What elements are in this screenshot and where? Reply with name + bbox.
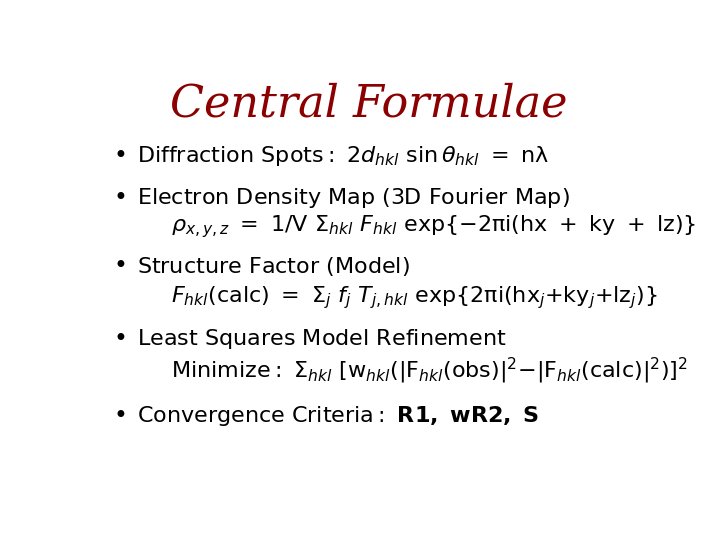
Text: $\mathrm{Structure\ Factor\ (Model)}$: $\mathrm{Structure\ Factor\ (Model)}$ [138,255,410,278]
Text: $\mathrm{Convergence\ Criteria:\ }$$\mathbf{R1,\ wR2,\ S}$: $\mathrm{Convergence\ Criteria:\ }$$\mat… [138,404,539,428]
Text: $\mathrm{Least\ Squares\ Model\ Refinement}$: $\mathrm{Least\ Squares\ Model\ Refineme… [138,327,507,351]
Text: $\mathrm{Electron\ Density\ Map\ (3D\ Fourier\ Map)}$: $\mathrm{Electron\ Density\ Map\ (3D\ Fo… [138,186,570,210]
Text: •: • [114,327,127,351]
Text: $F_{hkl}$$\mathrm{(calc)\ =\ }$$\Sigma_j$$\mathrm{\ }$$f_j$$\mathrm{\ }$$T_{j,hk: $F_{hkl}$$\mathrm{(calc)\ =\ }$$\Sigma_j… [171,284,658,311]
Text: $\mathrm{Diffraction\ Spots:\ }$$2d_{hkl}$$\mathrm{\ }$$\sin\theta_{hkl}$$\mathr: $\mathrm{Diffraction\ Spots:\ }$$2d_{hkl… [138,144,549,168]
Text: •: • [114,404,127,428]
Text: •: • [114,186,127,210]
Text: $\rho_{x,y,z}$$\mathrm{\ =\ 1/V\ }$$\Sigma_{hkl}$$\mathrm{\ }$$F_{hkl}$$\mathrm{: $\rho_{x,y,z}$$\mathrm{\ =\ 1/V\ }$$\Sig… [171,213,696,240]
Text: •: • [114,254,127,279]
Text: •: • [114,144,127,168]
Text: Central Formulae: Central Formulae [170,83,568,126]
Text: $\mathrm{Minimize:\ }$$\Sigma_{hkl}$$\mathrm{\ [w}$$_{hkl}$$\mathrm{(|F}$$_{hkl}: $\mathrm{Minimize:\ }$$\Sigma_{hkl}$$\ma… [171,355,688,386]
